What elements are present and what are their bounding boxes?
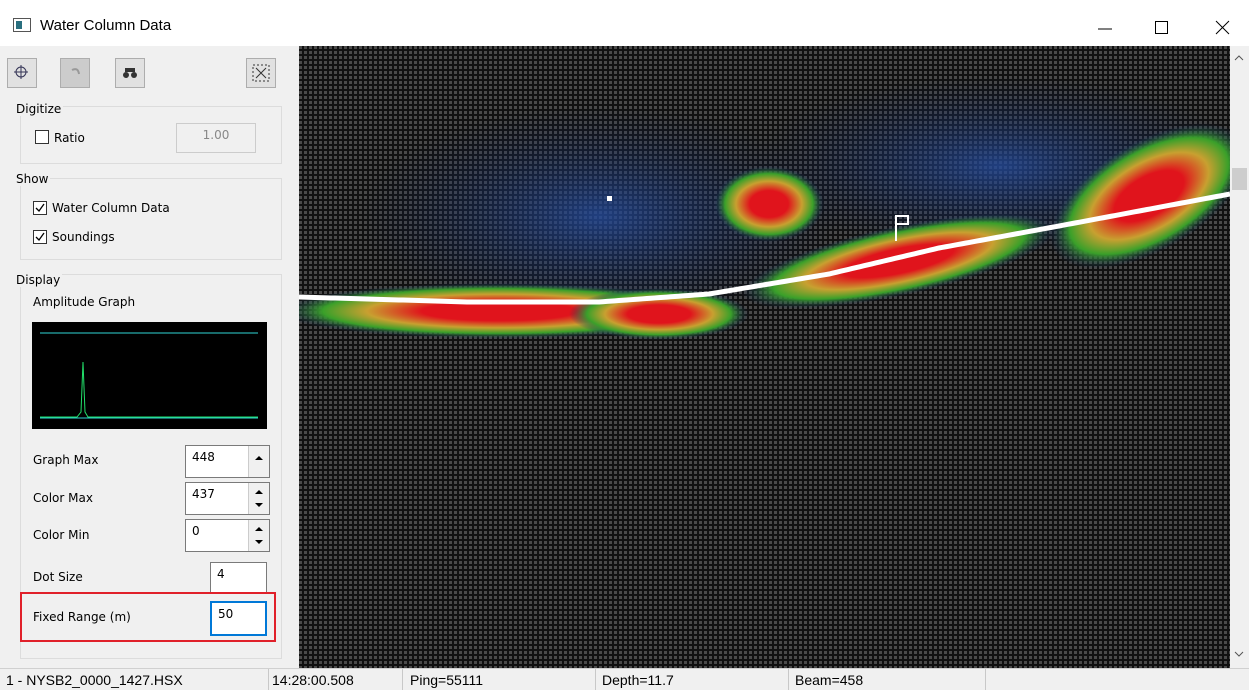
checkbox-label: Water Column Data	[52, 201, 170, 215]
status-beam: Beam=458	[795, 672, 863, 688]
color-min-spinbox[interactable]: 0	[185, 519, 270, 552]
fit-button[interactable]	[246, 58, 276, 88]
field-value: 0	[192, 524, 200, 538]
graph-max-spinbox[interactable]: 448	[185, 445, 270, 478]
spin-buttons[interactable]	[248, 446, 269, 477]
soundings-checkbox[interactable]	[33, 230, 47, 244]
dot-size-input[interactable]: 4	[210, 562, 267, 594]
window-title: Water Column Data	[40, 17, 171, 34]
ratio-input: 1.00	[176, 123, 256, 153]
fixed-range-input[interactable]: 50	[210, 601, 267, 636]
section-label: Amplitude Graph	[33, 295, 135, 309]
group-title: Digitize	[14, 102, 63, 116]
checkbox-label: Ratio	[54, 131, 85, 145]
window-controls[interactable]	[1090, 14, 1240, 40]
spin-buttons[interactable]	[248, 520, 269, 551]
check-mark	[34, 231, 46, 243]
zoom-button[interactable]	[7, 58, 37, 88]
title-bar: Water Column Data	[0, 0, 1249, 46]
undo-button[interactable]	[60, 58, 90, 88]
color-max-spinbox[interactable]: 437	[185, 482, 270, 515]
water-column-checkbox[interactable]	[33, 201, 47, 215]
scrollbar[interactable]	[1230, 46, 1249, 668]
separator	[985, 669, 986, 690]
status-depth: Depth=11.7	[602, 672, 674, 688]
find-button[interactable]	[115, 58, 145, 88]
field-label: Color Max	[33, 491, 93, 505]
amplitude-graph	[32, 322, 267, 429]
checkbox-label: Soundings	[52, 230, 115, 244]
check-mark	[34, 202, 46, 214]
separator	[402, 669, 403, 690]
field-label: Color Min	[33, 528, 89, 542]
group-title: Show	[14, 172, 50, 186]
status-time: 14:28:00.508	[272, 672, 354, 688]
status-bar: 1 - NYSB2_0000_1427.HSX 14:28:00.508 Pin…	[0, 668, 1249, 690]
field-label: Graph Max	[33, 453, 98, 467]
field-label: Dot Size	[33, 570, 83, 584]
field-value: 437	[192, 487, 215, 501]
page: Water Column Data Digitize Ratio 1.00 Sh…	[0, 0, 1249, 689]
control-panel: Digitize Ratio 1.00 Show Water Column Da…	[0, 46, 299, 668]
group-title: Display	[14, 273, 62, 287]
water-column-view	[299, 46, 1230, 668]
field-label: Fixed Range (m)	[33, 610, 131, 624]
show-group	[20, 178, 282, 260]
spin-buttons[interactable]	[248, 483, 269, 514]
app-icon	[13, 18, 31, 32]
separator	[788, 669, 789, 690]
separator	[268, 669, 269, 690]
field-value: 448	[192, 450, 215, 464]
status-ping: Ping=55111	[410, 672, 483, 688]
separator	[595, 669, 596, 690]
ratio-checkbox[interactable]	[35, 130, 49, 144]
status-file: 1 - NYSB2_0000_1427.HSX	[6, 672, 183, 688]
